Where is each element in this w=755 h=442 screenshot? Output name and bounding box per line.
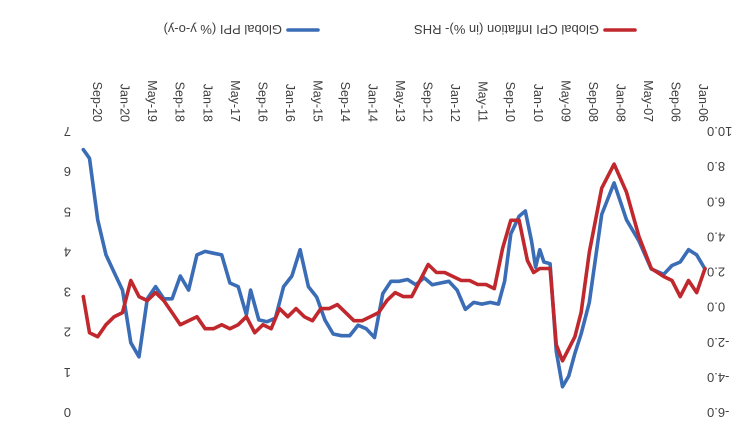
y-right-tick-label: 2 <box>64 325 71 340</box>
x-tick-label: Sep-20 <box>90 82 104 122</box>
y-left-tick-label: -6.0 <box>707 405 729 420</box>
x-tick-label: Sep-14 <box>338 82 352 122</box>
y-right-tick-label: 0 <box>64 405 71 420</box>
x-tick-label: May-09 <box>558 80 572 122</box>
x-tick-label: May-15 <box>310 80 324 122</box>
x-tick-label: May-11 <box>476 81 490 122</box>
x-tick-label: Jan-18 <box>200 84 214 122</box>
x-tick-label: Sep-08 <box>586 82 600 122</box>
x-tick-label: May-13 <box>393 80 407 122</box>
x-tick-label: May-17 <box>228 80 242 122</box>
legend-label-2: Global PPI (% y-o-y) <box>164 22 282 37</box>
y-left-tick-label: 2.0 <box>707 265 725 280</box>
y-right-tick-label: 4 <box>64 244 71 259</box>
y-left-tick-label: 0.0 <box>707 300 725 315</box>
y-left-tick-label: 10.0 <box>707 124 732 139</box>
y-right-tick-label: 1 <box>64 365 71 380</box>
x-tick-label: Jan-12 <box>448 84 462 122</box>
series-line-1 <box>81 147 707 389</box>
y-right-tick-label: 7 <box>64 124 71 139</box>
y-left-tick-label: 4.0 <box>707 229 725 244</box>
x-tick-label: Jan-08 <box>613 84 627 122</box>
x-tick-label: Jan-20 <box>118 84 132 122</box>
y-left-tick-label: 8.0 <box>707 159 725 174</box>
y-right-tick-label: 6 <box>64 164 71 179</box>
series-line-2 <box>81 162 707 363</box>
x-tick-label: Sep-10 <box>503 82 517 122</box>
y-left-tick-label: -4.0 <box>707 370 729 385</box>
x-tick-label: May-07 <box>641 80 655 122</box>
legend-label-1: Global CPI Inflation (in %)- RHS <box>414 22 599 37</box>
y-right-tick-label: 5 <box>64 204 71 219</box>
x-tick-label: Sep-16 <box>255 82 269 122</box>
y-left-tick-label: -2.0 <box>707 335 729 350</box>
x-tick-label: Sep-12 <box>421 82 435 122</box>
x-tick-label: Sep-18 <box>173 82 187 122</box>
x-tick-label: Sep-06 <box>668 82 682 122</box>
x-tick-label: Jan-10 <box>531 84 545 122</box>
y-right-tick-label: 3 <box>64 285 71 300</box>
x-tick-label: Jan-14 <box>366 84 380 122</box>
y-left-tick-label: 6.0 <box>707 194 725 209</box>
x-tick-label: May-19 <box>145 80 159 122</box>
x-tick-label: Jan-06 <box>696 84 710 122</box>
x-tick-label: Jan-16 <box>283 84 297 122</box>
